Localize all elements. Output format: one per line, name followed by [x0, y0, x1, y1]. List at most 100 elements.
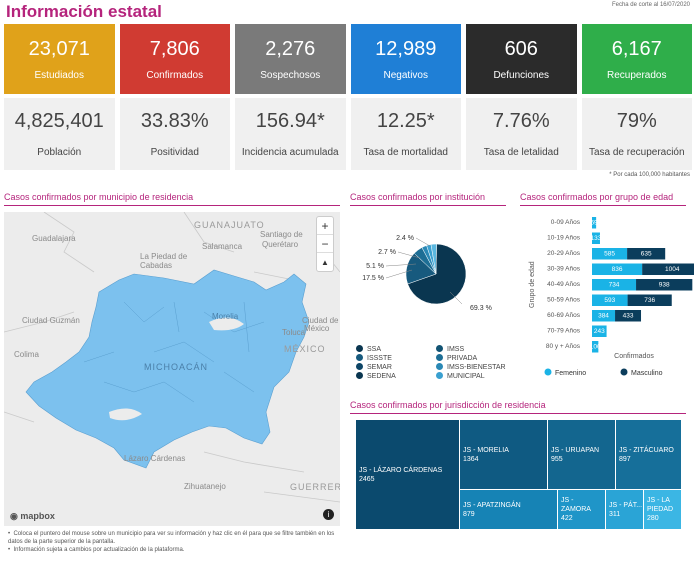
stat-label: Sospechosos: [260, 69, 321, 81]
legend-item[interactable]: SEMAR: [356, 363, 436, 371]
institution-title: Casos confirmados por institución: [350, 192, 506, 206]
label-mexico: MÉXICO: [284, 344, 326, 354]
treemap-cell[interactable]: JS - MORELIA 1364: [460, 420, 548, 490]
age-category-label: 40-49 Años: [547, 281, 581, 288]
pie-leader-line: [415, 237, 431, 247]
age-bar[interactable]: [592, 325, 607, 338]
stat-value: 6,167: [611, 37, 662, 60]
treemap-cell[interactable]: JS - ZITÁCUARO 897: [616, 420, 682, 490]
compass-button[interactable]: ▲: [321, 257, 329, 267]
age-bar-label: 938: [659, 282, 670, 289]
juris-title: Casos confirmados por jurisdicción de re…: [350, 400, 686, 414]
age-legend-dot: [544, 368, 552, 376]
age-bar-label: 433: [623, 313, 634, 320]
age-bar-label: 836: [612, 266, 623, 273]
legend-item[interactable]: ISSSTE: [356, 354, 436, 362]
treemap-cell[interactable]: JS - APATZINGÁN 879: [460, 490, 558, 530]
legend-item[interactable]: IMSS-BIENESTAR: [436, 363, 526, 371]
age-bar[interactable]: [642, 263, 694, 276]
stat-card-header[interactable]: 606 Defunciones: [466, 24, 577, 94]
age-category-label: 70-79 Años: [547, 328, 581, 335]
treemap-value: 311: [609, 510, 621, 518]
treemap-value: 1364: [463, 455, 479, 463]
indicator-value: 33.83%: [140, 110, 209, 132]
stat-card[interactable]: 2,276 Sospechosos 156.94* Incidencia acu…: [235, 24, 346, 170]
stat-card[interactable]: 7,806 Confirmados 33.83% Positividad: [119, 24, 230, 170]
treemap-name: JS - PÁT...: [609, 501, 643, 509]
indicator-label: Positividad: [150, 147, 199, 158]
label-morelia: Morelia: [212, 312, 239, 321]
map-canvas[interactable]: [4, 212, 340, 526]
label-guerrero: GUERRERO: [290, 482, 340, 492]
age-bar[interactable]: [592, 310, 616, 322]
treemap-name: JS - MORELIA: [463, 446, 509, 454]
legend-item[interactable]: MUNICIPAL: [436, 372, 526, 380]
stat-card-header[interactable]: 2,276 Sospechosos: [235, 24, 346, 94]
legend-item[interactable]: SSA: [356, 345, 436, 353]
age-bar[interactable]: [592, 279, 637, 291]
map-notes: • Coloca el puntero del mouse sobre un m…: [8, 530, 340, 554]
treemap-value: 280: [647, 515, 659, 522]
legend-item[interactable]: SEDENA: [356, 372, 436, 380]
age-bar[interactable]: [592, 341, 599, 353]
treemap-name: JS - LA PIEDAD: [647, 497, 674, 513]
age-bar[interactable]: [627, 294, 672, 307]
age-bar[interactable]: [592, 217, 597, 229]
age-legend-label: Masculino: [631, 370, 663, 377]
per-100k-note: * Por cada 100,000 habitantes: [609, 172, 690, 178]
age-bar-label: 1004: [665, 266, 680, 273]
info-icon[interactable]: i: [323, 509, 334, 520]
treemap-cell[interactable]: JS - LÁZARO CÁRDENAS 2465: [356, 420, 460, 530]
treemap-cell[interactable]: JS - LA PIEDAD 280: [644, 490, 682, 530]
stat-card[interactable]: 6,167 Recuperados 79% Tasa de recuperaci…: [581, 24, 692, 170]
treemap-name: JS - ZAMORA: [561, 497, 591, 513]
age-bar[interactable]: [592, 248, 628, 260]
label-guadalajara: Guadalajara: [32, 234, 76, 243]
treemap-name: JS - ZITÁCUARO: [619, 446, 674, 454]
zoom-in-button[interactable]: +: [317, 217, 333, 235]
municipality-map[interactable]: GUANAJUATO Guadalajara Santiago de Queré…: [4, 212, 340, 526]
indicator-value: 79%: [616, 110, 657, 132]
stat-card[interactable]: 12,989 Negativos 12.25* Tasa de mortalid…: [350, 24, 461, 170]
pie-slice[interactable]: [407, 243, 467, 305]
age-bar[interactable]: [592, 263, 643, 276]
age-bar-chart[interactable]: 0-09 Años 69 10-19 Años 133 20-29 Años 585 635…: [518, 208, 694, 378]
pie-slice[interactable]: [430, 243, 437, 275]
legend-dot: [436, 345, 443, 352]
age-bar[interactable]: [592, 232, 600, 245]
michoacan-region: [25, 269, 310, 469]
age-bar-label: 243: [594, 328, 605, 335]
stat-card-header[interactable]: 7,806 Confirmados: [119, 24, 230, 94]
pie-leader-line: [385, 263, 417, 267]
note-item: • Coloca el puntero del mouse sobre un m…: [8, 531, 335, 545]
jurisdiction-treemap[interactable]: JS - LÁZARO CÁRDENAS 2465 JS - MORELIA 1364…: [356, 420, 682, 530]
treemap-cell[interactable]: JS - URUAPAN 955: [548, 420, 616, 490]
institution-pie-chart[interactable]: 69.3 % 17.5 % 5.1 % 2.7 %2.4 %: [350, 212, 516, 342]
age-bar-label: 69: [590, 220, 598, 227]
mapbox-logo[interactable]: ◉ mapbox: [10, 511, 55, 521]
age-bar[interactable]: [636, 279, 693, 291]
age-bar[interactable]: [615, 310, 642, 322]
treemap-cell[interactable]: JS - ZAMORA 422: [558, 490, 606, 530]
stat-value: 23,071: [28, 37, 90, 60]
age-bar[interactable]: [592, 294, 628, 307]
treemap-value: 955: [551, 455, 563, 463]
age-bar-label: 593: [604, 297, 615, 304]
age-bar-label: 384: [598, 313, 609, 320]
legend-item[interactable]: IMSS: [436, 345, 526, 353]
stat-card[interactable]: 23,071 Estudiados 4,825,401 Población: [4, 24, 115, 170]
legend-item[interactable]: PRIVADA: [436, 354, 526, 362]
indicator-value: 156.94*: [255, 110, 325, 132]
stat-card-header[interactable]: 23,071 Estudiados: [4, 24, 115, 94]
label-zihua: Zihuatanejo: [184, 482, 226, 491]
stat-card[interactable]: 606 Defunciones 7.76% Tasa de letalidad: [466, 24, 577, 170]
treemap-cell[interactable]: JS - PÁT... 311: [606, 490, 644, 530]
stat-label: Recuperados: [607, 69, 667, 81]
stat-card-header[interactable]: 6,167 Recuperados: [581, 24, 692, 94]
age-bar[interactable]: [627, 248, 666, 260]
age-category-label: 50-59 Años: [547, 297, 581, 304]
stat-card-header[interactable]: 12,989 Negativos: [350, 24, 461, 94]
zoom-out-button[interactable]: −: [317, 235, 333, 253]
label-lazaro: Lázaro Cárdenas: [124, 454, 186, 463]
